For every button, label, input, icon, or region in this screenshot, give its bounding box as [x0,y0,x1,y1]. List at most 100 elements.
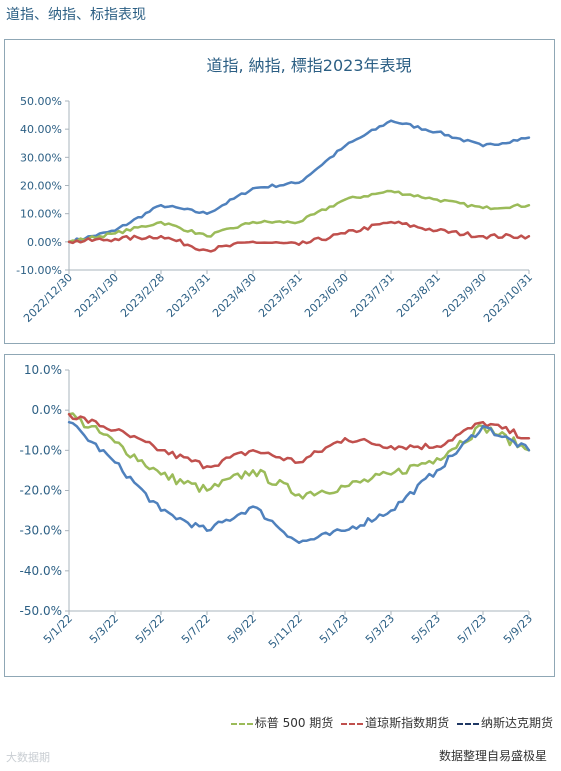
chart1-series-1-point [389,189,393,193]
chart1-series-1-point [159,220,163,224]
chart2-series-1-point [159,449,163,452]
chart2-xtick-label: 5/1/23 [317,612,351,646]
chart-since-2022-svg: -50.0% -40.0% -30.0% -20.0% -10.0% 0.0% 10.0% 5… [20,363,536,651]
chart2-series-2-point [343,529,347,532]
chart1-series-2-point [67,240,71,244]
chart1-ytick-label: 50.00% [20,95,62,108]
watermark: 大数据期 [6,751,50,764]
chart2-ytick-label: -50.0% [20,604,62,618]
legend-item-nasdaq: 纳斯达克期货 [456,714,553,731]
chart1-ytick-label: 0.00% [27,236,62,249]
chart1-series-1-point [435,198,439,201]
legend-swatch-nasdaq [456,722,479,725]
chart1-series-0-point [113,229,117,232]
chart1-series-0-point [251,187,255,190]
legend-label-sp500: 标普 500 期货 [254,716,334,730]
chart1-series-2-point [297,243,301,246]
chart-since-may-2022: -50.0% -40.0% -30.0% -20.0% -10.0% 0.0% 10.0% 5… [4,354,555,677]
chart1-series-1-point [481,206,485,210]
chart2-series-2-point [159,509,163,512]
chart2-xtick-label: 5/5/23 [409,612,443,646]
chart2-xtick-label: 5/9/23 [501,612,535,646]
chart1-series-0-point [527,136,531,139]
chart2-series-2-point [435,469,439,472]
chart2-xtick-label: 5/7/22 [179,612,213,646]
chart1-xtick-label: 2023/6/30 [302,271,351,320]
chart1-series-1-point [343,198,347,201]
legend-label-dow: 道琼斯指数期货 [365,716,450,730]
chart2-series-0-point [435,457,439,460]
chart2-series-0-point [343,485,347,488]
chart1-series-0-point [389,119,393,122]
chart2-series-1-point [297,461,301,464]
chart1-series-0-point [481,144,485,148]
chart1-series-2-point [481,235,485,238]
chart2-series-0-point [205,489,209,492]
chart2-xtick-label: 5/9/22 [225,612,259,646]
chart1-series-0-point [159,204,163,207]
chart2-ytick-label: -20.0% [20,484,62,498]
legend: 标普 500 期货 道琼斯指数期货 纳斯达克期货 [227,714,553,731]
chart1-xtick-label: 2023/10/31 [481,271,535,325]
chart2-series-2-point [251,505,255,508]
chart1-xtick-label: 2023/7/31 [348,271,397,320]
chart1-series-2-point [389,220,393,224]
chart2-xtick-label: 5/5/22 [133,612,167,646]
chart1-series-1-point [297,220,301,224]
chart1-ytick-label: -10.00% [16,264,62,277]
chart1-series-2-point [435,229,439,232]
legend-item-sp500: 标普 500 期货 [230,714,334,731]
chart2-series-0-point [159,473,163,476]
chart2-ytick-label: 0.0% [32,403,63,417]
chart2-series-0-point [251,469,255,472]
chart2-series-1-point [389,445,393,448]
chart1-ytick-label: 20.00% [20,180,62,193]
chart1-ytick-label: 10.00% [20,208,62,221]
source-note: 数据整理自易盛极星 [438,749,547,763]
chart1-ytick-label: 30.00% [20,151,62,164]
chart2-series-2-point [481,425,485,428]
legend-item-dow: 道琼斯指数期货 [341,714,449,731]
chart-2023-performance: 道指, 納指, 標指2023年表現 -10.00% 0.00% 10.00% 20.00… [4,39,555,344]
chart2-xtick-label: 5/7/23 [455,612,489,646]
chart1-xtick-label: 2023/1/30 [72,271,121,320]
chart2-series-2-point [205,529,209,532]
chart2-ytick-label: -40.0% [20,564,62,578]
chart2-series-2-point [389,509,393,512]
chart1-xtick-label: 2023/2/28 [118,271,167,320]
page-title: 道指、纳指、标指表现 [6,7,146,23]
chart2-series-1-point [67,412,71,416]
chart1-series-0-point [435,130,439,134]
chart2-series-2-point [67,421,71,424]
chart1-series-2-point [113,237,117,241]
chart1-xtick-label: 2023/8/31 [394,271,443,320]
chart1-xtick-label: 2023/9/30 [440,271,489,320]
chart2-series-1-point [205,465,209,468]
chart2-series-0-point [297,493,301,496]
legend-label-nasdaq: 纳斯达克期货 [480,716,553,730]
chart2-series-2-point [113,461,117,464]
legend-swatch-dow [341,722,364,725]
chart1-series-2-point [159,235,163,238]
chart2-series-1-point [481,421,485,424]
chart1-series-0-point [343,144,347,148]
legend-swatch-sp500 [230,722,253,725]
chart1-series-2-point [205,249,209,252]
chart2-series-0-point [113,441,117,444]
chart2-series-1-point [527,437,531,440]
chart1-series-1-point [113,232,117,235]
chart2-xtick-label: 5/3/23 [363,612,397,646]
chart1-series-0-point [205,212,209,215]
chart2-ytick-label: -30.0% [20,524,62,538]
chart2-series-1-point [435,445,439,448]
chart-2023-svg: 道指, 納指, 標指2023年表現 -10.00% 0.00% 10.00% 20.00… [16,56,535,325]
chart2-xtick-label: 5/3/22 [87,612,121,646]
chart1-series-1-point [251,220,255,224]
chart1-series-2-point [343,232,347,235]
chart1-series-0-point [297,181,301,184]
chart1-series-2-point [251,240,255,244]
chart2-series-2-point [527,449,531,452]
chart2-series-1-point [343,437,347,440]
chart1-xtick-label: 2023/4/30 [210,271,259,320]
chart1-series-2-point [527,235,531,238]
